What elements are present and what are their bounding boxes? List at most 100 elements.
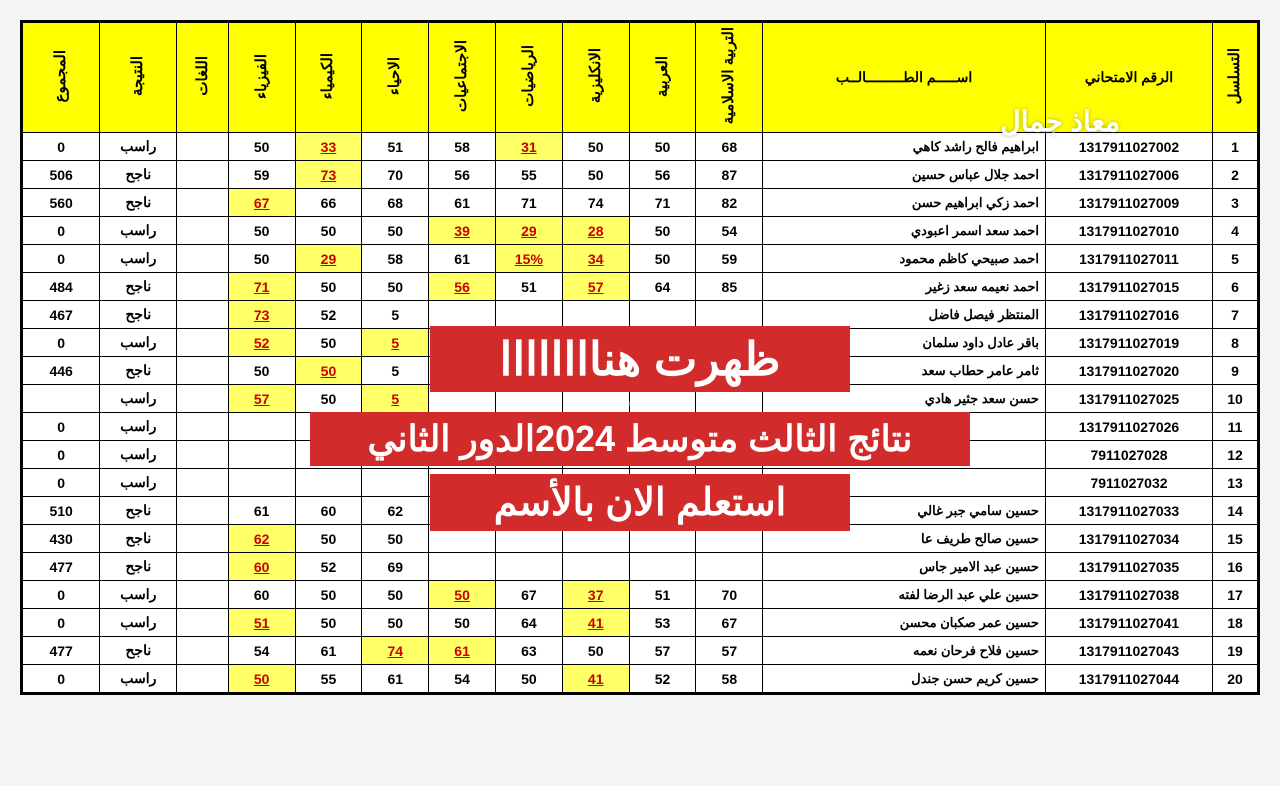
cell: 1317911027010	[1045, 217, 1212, 245]
overlay-line2: نتائج الثالث متوسط 2024الدور الثاني	[310, 412, 970, 466]
cell: 52	[295, 301, 362, 329]
table-row: 201317911027044حسين كريم حسن جندل5852415…	[23, 665, 1258, 693]
col-chem: الكيمياء	[295, 23, 362, 133]
col-islamic: التربية الاسلامية	[696, 23, 763, 133]
cell: 56	[429, 273, 496, 301]
cell: 50	[362, 525, 429, 553]
cell: 1	[1213, 133, 1258, 161]
cell: 15	[1213, 525, 1258, 553]
cell	[177, 161, 228, 189]
cell: 8	[1213, 329, 1258, 357]
cell: 3	[1213, 189, 1258, 217]
cell: 59	[228, 161, 295, 189]
cell: 71	[629, 189, 696, 217]
cell: 29	[295, 245, 362, 273]
cell: 50	[295, 525, 362, 553]
cell	[177, 189, 228, 217]
cell	[696, 301, 763, 329]
cell: 41	[562, 665, 629, 693]
cell	[177, 497, 228, 525]
cell: راسب	[100, 385, 177, 413]
cell: ناجح	[100, 357, 177, 385]
cell	[177, 245, 228, 273]
cell: 57	[629, 637, 696, 665]
cell: 477	[23, 553, 100, 581]
cell	[177, 581, 228, 609]
cell: 62	[362, 497, 429, 525]
cell: 57	[228, 385, 295, 413]
cell: راسب	[100, 609, 177, 637]
cell: 1317911027019	[1045, 329, 1212, 357]
cell: 467	[23, 301, 100, 329]
cell	[177, 133, 228, 161]
cell: 50	[295, 357, 362, 385]
col-bio: الاحياء	[362, 23, 429, 133]
cell: ناجح	[100, 637, 177, 665]
table-row: 41317911027010احمد سعد اسمر اعبودي545028…	[23, 217, 1258, 245]
cell: 10	[1213, 385, 1258, 413]
cell: راسب	[100, 469, 177, 497]
col-math: الرياضيات	[496, 23, 563, 133]
cell: 50	[228, 665, 295, 693]
cell: 64	[496, 609, 563, 637]
cell: 6	[1213, 273, 1258, 301]
cell: 50	[295, 609, 362, 637]
cell: راسب	[100, 133, 177, 161]
col-english: الانكليزية	[562, 23, 629, 133]
cell: 59	[696, 245, 763, 273]
cell: راسب	[100, 329, 177, 357]
cell: راسب	[100, 245, 177, 273]
watermark-text: معاذ جمال	[1000, 105, 1120, 138]
cell: 1317911027025	[1045, 385, 1212, 413]
cell	[562, 553, 629, 581]
cell	[177, 665, 228, 693]
cell: 506	[23, 161, 100, 189]
cell: 61	[362, 665, 429, 693]
cell: 1317911027009	[1045, 189, 1212, 217]
cell	[177, 553, 228, 581]
cell: راسب	[100, 581, 177, 609]
cell: 50	[295, 329, 362, 357]
cell: 69	[362, 553, 429, 581]
cell: 68	[696, 133, 763, 161]
cell: 60	[228, 581, 295, 609]
cell: احمد زكي ابراهيم حسن	[763, 189, 1046, 217]
cell: المنتظر فيصل فاضل	[763, 301, 1046, 329]
col-arabic: العربية	[629, 23, 696, 133]
cell: 1317911027035	[1045, 553, 1212, 581]
col-total: المجموع	[23, 23, 100, 133]
cell: 560	[23, 189, 100, 217]
cell: 1317911027016	[1045, 301, 1212, 329]
cell: 0	[23, 413, 100, 441]
cell: 85	[696, 273, 763, 301]
cell: راسب	[100, 217, 177, 245]
cell: 1317911027020	[1045, 357, 1212, 385]
cell: 50	[228, 245, 295, 273]
cell	[177, 273, 228, 301]
cell: 1317911027015	[1045, 273, 1212, 301]
cell: 60	[295, 497, 362, 525]
cell: 50	[629, 133, 696, 161]
table-row: 61317911027015احمد نعيمه سعد زغير8564575…	[23, 273, 1258, 301]
cell: 0	[23, 441, 100, 469]
cell: 29	[496, 217, 563, 245]
cell: 1317911027034	[1045, 525, 1212, 553]
cell: 66	[295, 189, 362, 217]
overlay-subtext: معاذجمال	[604, 390, 676, 411]
cell: 1317911027044	[1045, 665, 1212, 693]
cell	[177, 301, 228, 329]
cell: 71	[228, 273, 295, 301]
cell: 57	[562, 273, 629, 301]
cell: 51	[362, 133, 429, 161]
cell: 430	[23, 525, 100, 553]
cell: 50	[228, 217, 295, 245]
cell: 87	[696, 161, 763, 189]
cell: 54	[429, 665, 496, 693]
cell	[696, 553, 763, 581]
cell: 58	[696, 665, 763, 693]
cell: ناجح	[100, 301, 177, 329]
cell: 1317911027033	[1045, 497, 1212, 525]
cell: 2	[1213, 161, 1258, 189]
cell: 67	[696, 609, 763, 637]
cell	[177, 357, 228, 385]
